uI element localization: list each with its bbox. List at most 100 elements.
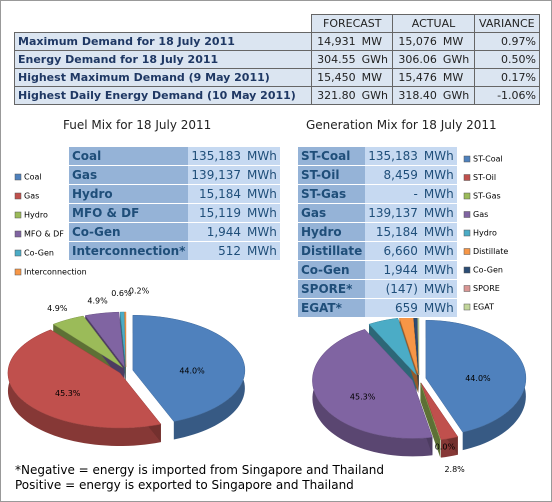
cell: 1,944: [365, 260, 421, 280]
slice-side: [7, 329, 161, 446]
cell: MWh: [244, 241, 280, 261]
cell: MWh: [420, 222, 457, 242]
legend-label: Interconnection: [24, 268, 87, 277]
data-label: 4.9%: [87, 296, 108, 305]
pie-slice: [52, 315, 123, 368]
column-header: VARIANCE: [473, 14, 541, 33]
pie-slice: [7, 329, 162, 429]
table-row: Co-Gen 1,944 MWh: [298, 260, 457, 280]
data-label: 0.0%: [435, 442, 456, 451]
cell: 15,076: [392, 32, 440, 51]
pie-slice: [425, 319, 527, 433]
cell: MWh: [244, 222, 280, 242]
legend-label: Hydro: [473, 229, 497, 238]
cell: GWh: [358, 50, 394, 69]
legend-label: ST-Gas: [473, 192, 501, 201]
cell: -: [365, 184, 421, 204]
cell: 321.80: [311, 86, 359, 105]
row-label: ST-Coal: [298, 147, 366, 166]
cell: MW: [358, 68, 394, 87]
table-row: MFO & DF 15,119 MWh: [69, 203, 280, 223]
slice-side: [420, 382, 441, 458]
cell: GWh: [358, 86, 394, 105]
row-label: Energy Demand for 18 July 2011: [13, 50, 313, 69]
legend-swatch: [463, 285, 471, 292]
row-label: ST-Oil: [298, 165, 366, 185]
legend-swatch: [463, 155, 471, 163]
cell: MWh: [420, 203, 457, 223]
table-row: Distillate 6,660 MWh: [298, 241, 457, 261]
legend-swatch: [14, 230, 22, 238]
legend-label: ST-Oil: [473, 173, 496, 182]
table-row: EGAT* 659 MWh: [298, 298, 457, 318]
cell: 15,119: [188, 203, 245, 223]
table-row: Interconnection* 512 MWh: [69, 241, 280, 261]
cell: 15,476: [392, 68, 440, 87]
column-header: FORECAST: [311, 14, 394, 33]
table-row: Hydro 15,184 MWh: [69, 184, 280, 204]
legend-swatch: [463, 266, 471, 274]
cell: MWh: [244, 147, 280, 166]
cell: MWh: [420, 165, 457, 185]
cell: -1.06%: [473, 86, 541, 105]
fuel-table: Coal 135,183 MWh Gas 139,137 MWh Hydro 15,184 MW…: [69, 147, 280, 261]
cell: MWh: [420, 184, 457, 204]
pie-labels: 44.0%45.3%4.9%4.9%0.6%0.2%: [47, 286, 205, 398]
data-label: 44.0%: [179, 366, 205, 375]
table-row: Co-Gen 1,944 MWh: [69, 222, 280, 242]
row-label: Hydro: [69, 184, 189, 204]
cell: 15,184: [188, 184, 245, 204]
table-row: Maximum Demand for 18 July 2011 14,931 MW 1…: [13, 32, 541, 51]
pie-tops: [312, 316, 527, 440]
slice-side: [312, 329, 433, 457]
header-row: FORECAST ACTUAL VARIANCE: [14, 14, 541, 33]
pie-slice: [420, 382, 459, 440]
row-label: SPORE*: [298, 279, 366, 299]
legend-swatch: [14, 192, 22, 200]
cell: 304.55: [311, 50, 359, 69]
cell: (147): [365, 279, 421, 299]
pie-slice: [312, 329, 433, 439]
row-label: Hydro: [298, 222, 366, 242]
legend-swatch: [463, 192, 471, 200]
table-row: Coal 135,183 MWh: [69, 147, 280, 166]
cell: 0.97%: [473, 32, 541, 51]
legend-label: Distillate: [473, 247, 508, 256]
row-label: Co-Gen: [69, 222, 189, 242]
legend-label: Gas: [24, 192, 39, 201]
table-row: SPORE* (147) MWh: [298, 279, 457, 299]
data-label: 2.8%: [444, 465, 465, 474]
row-label: Maximum Demand for 18 July 2011: [13, 32, 313, 51]
table-row: Gas 139,137 MWh: [69, 165, 280, 185]
cell: 6,660: [365, 241, 421, 261]
data-label: 45.3%: [350, 392, 376, 401]
cell: 512: [188, 241, 245, 261]
data-label: 0.6%: [111, 289, 132, 298]
data-label: 45.3%: [55, 389, 81, 398]
cell: 135,183: [188, 147, 245, 166]
cell: MWh: [420, 241, 457, 261]
cell: 139,137: [365, 203, 421, 223]
chart-title: Fuel Mix for 18 July 2011: [63, 118, 212, 132]
table-row: ST-Gas - MWh: [298, 184, 457, 204]
legend-swatch: [463, 174, 471, 181]
pie-slice: [368, 317, 417, 376]
table-row: Hydro 15,184 MWh: [298, 222, 457, 242]
row-label: Gas: [298, 203, 366, 223]
table-row: Gas 139,137 MWh: [298, 203, 457, 223]
table-row: Highest Maximum Demand (9 May 2011) 15,45…: [13, 68, 541, 87]
cell: MWh: [244, 203, 280, 223]
legend-swatch: [463, 229, 471, 237]
row-label: Distillate: [298, 241, 366, 261]
row-label: Coal: [69, 147, 189, 166]
cell: 0.17%: [473, 68, 541, 87]
cell: 135,183: [365, 147, 421, 166]
cell: MWh: [244, 184, 280, 204]
legend-label: Gas: [473, 210, 488, 219]
row-label: EGAT*: [298, 298, 366, 318]
table-row: ST-Coal 135,183 MWh: [298, 147, 457, 166]
pie-slice: [84, 311, 125, 368]
data-label: 44.0%: [465, 374, 491, 383]
row-label: MFO & DF: [69, 203, 189, 223]
